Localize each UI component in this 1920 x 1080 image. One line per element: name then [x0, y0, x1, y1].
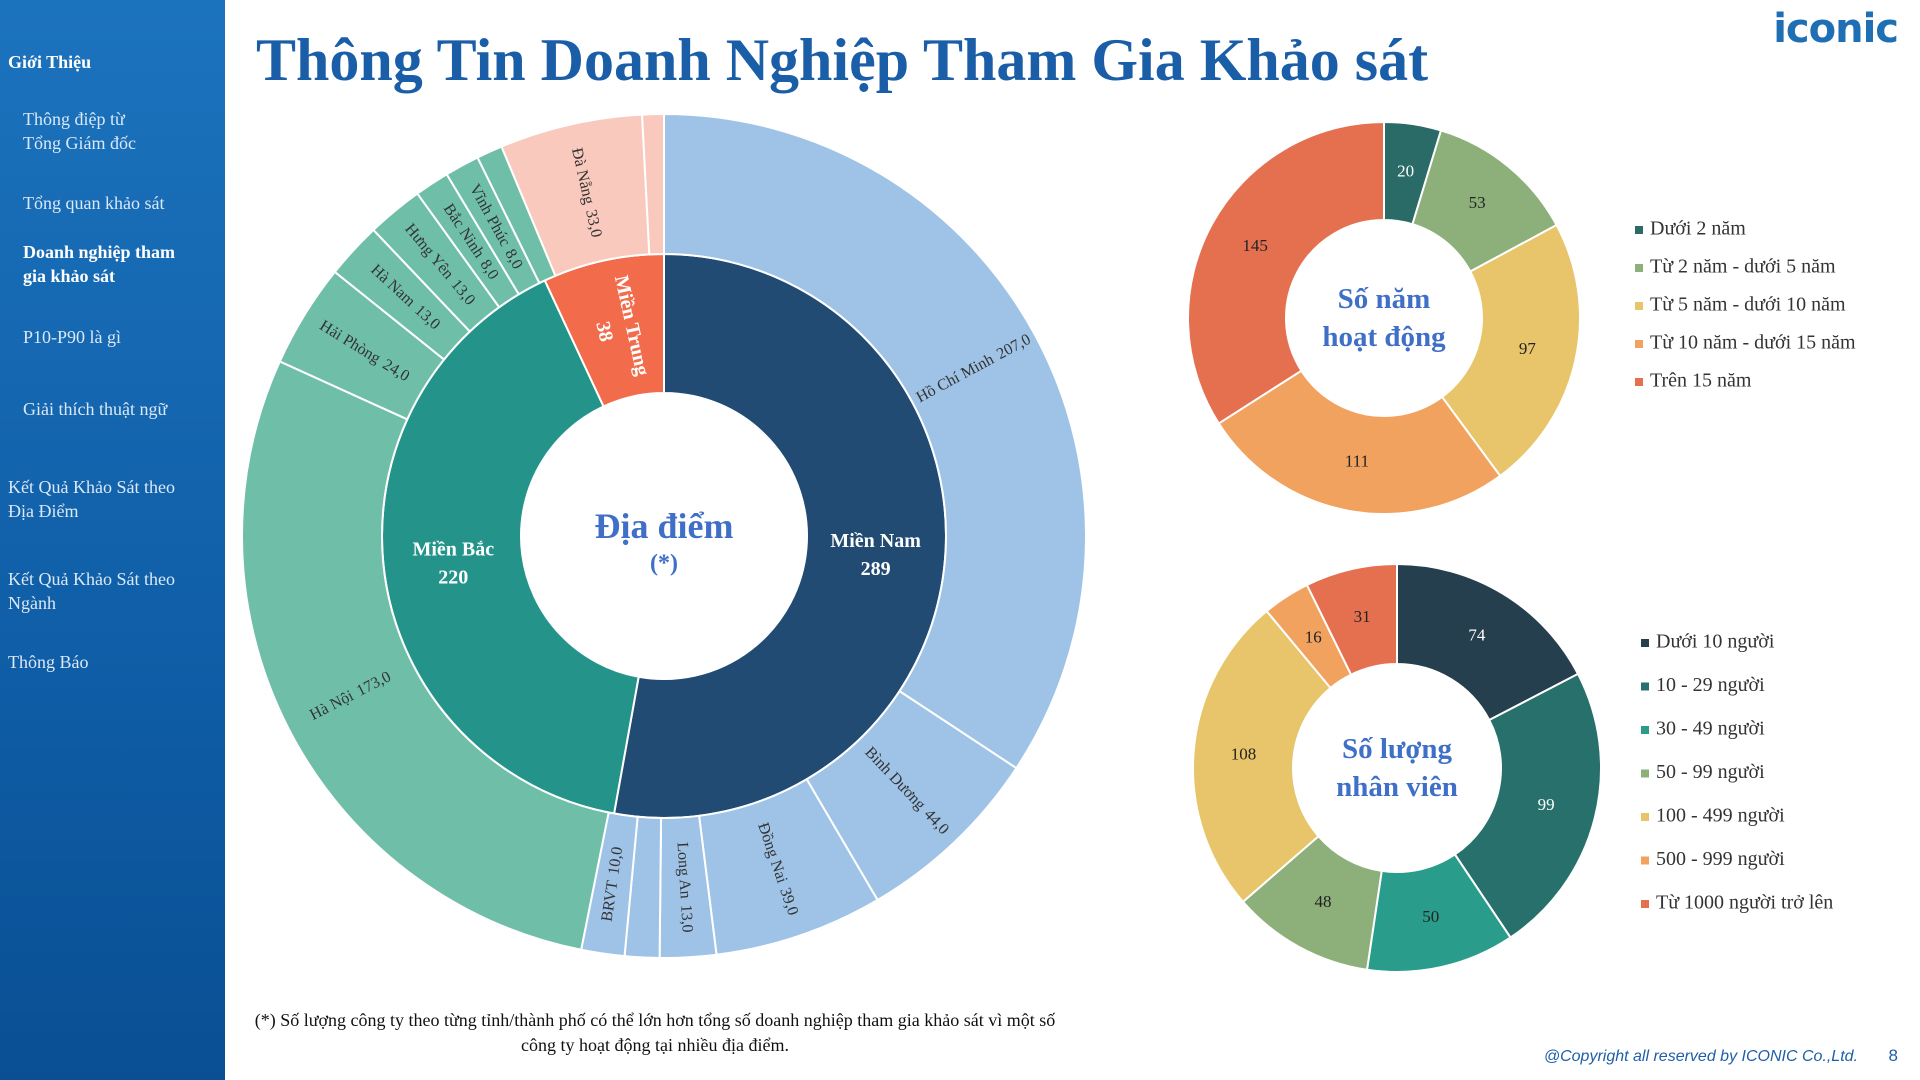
segment-value: 33,0: [582, 208, 605, 239]
segment-value: 38: [592, 319, 618, 343]
center-title: Số năm hoạt động: [1322, 283, 1446, 353]
legend-marker: [1641, 639, 1649, 647]
legend-label: Từ 1000 người trở lên: [1656, 892, 1833, 914]
donut-segment: [1187, 120, 1385, 425]
page-number: 8: [1888, 1046, 1898, 1065]
segment-name: BRVT: [598, 879, 621, 923]
nav-item[interactable]: Tổng quan khảo sát: [23, 193, 165, 213]
legend-marker: [1635, 264, 1643, 272]
data-label: 16: [1305, 628, 1322, 647]
legend-marker: [1641, 769, 1649, 778]
data-label: 50: [1422, 907, 1439, 926]
segment-value: 10,0: [605, 846, 626, 876]
nav-item[interactable]: Kết Quả Khảo Sát theo Ngành: [8, 569, 175, 613]
segment-value: 220: [438, 566, 468, 588]
legend-label: Từ 5 năm - dưới 10 năm: [1650, 294, 1846, 316]
donut-segment: [1440, 223, 1581, 478]
legend-marker: [1641, 856, 1649, 865]
legend-label: 500 - 999 người: [1656, 848, 1785, 870]
legend-marker: [1641, 682, 1649, 691]
data-label: 53: [1469, 193, 1486, 212]
logo: iconic: [1773, 6, 1899, 52]
legend-label: Dưới 2 năm: [1650, 218, 1746, 240]
segment-label: BRVT 10,0: [598, 846, 626, 923]
data-label: 145: [1242, 236, 1268, 255]
legend-marker: [1641, 813, 1649, 821]
sunburst-segment: [641, 112, 665, 256]
data-label: 97: [1519, 339, 1537, 358]
legend-marker: [1641, 900, 1649, 908]
data-label: 48: [1314, 892, 1331, 911]
donut-segment: [1453, 672, 1602, 939]
data-label: 74: [1468, 625, 1486, 644]
data-label: 31: [1354, 607, 1371, 626]
donut-segment: [1305, 562, 1398, 677]
data-label: 108: [1231, 744, 1257, 763]
center-title: Địa điểm: [594, 506, 734, 546]
legend-label: Trên 15 năm: [1650, 370, 1752, 392]
segment-value: 13,0: [677, 904, 696, 933]
segment-label: Long An 13,0: [674, 842, 696, 933]
legend-label: 100 - 499 người: [1656, 805, 1785, 827]
nav-item[interactable]: Giới Thiệu: [8, 52, 92, 72]
sunburst-segment: [663, 112, 1087, 770]
legend-marker: [1641, 726, 1649, 734]
nav-item[interactable]: Giải thích thuật ngữ: [23, 399, 168, 419]
page-title: Thông Tin Doanh Nghiệp Tham Gia Khảo sát: [256, 27, 1429, 93]
legend-label: 50 - 99 người: [1656, 761, 1765, 783]
donut-segment: [1396, 562, 1580, 722]
legend-marker: [1635, 302, 1643, 310]
donut-segment: [1217, 369, 1502, 515]
sunburst-segment: [241, 360, 610, 951]
data-label: 111: [1345, 451, 1369, 470]
legend-label: 10 - 29 người: [1656, 674, 1765, 696]
nav-item[interactable]: Kết Quả Khảo Sát theo Địa Điểm: [8, 477, 175, 521]
legend-label: Dưới 10 người: [1656, 631, 1775, 653]
center-subtitle: (*): [650, 550, 678, 577]
legend-label: 30 - 49 người: [1656, 718, 1765, 740]
legend-marker: [1635, 340, 1643, 348]
segment-label: Miền Nam 289: [830, 529, 921, 579]
legend-label: Từ 10 năm - dưới 15 năm: [1650, 332, 1856, 354]
data-label: 20: [1397, 162, 1414, 181]
nav-item[interactable]: Thông điệp từ Tổng Giám đốc: [23, 109, 136, 153]
nav-item[interactable]: Thông Báo: [8, 652, 89, 672]
segment-name: Miền Nam: [830, 529, 921, 551]
segment-label: Miền Bắc 220: [412, 538, 494, 588]
legend-marker: [1635, 226, 1643, 234]
segment-name: Miền Bắc: [412, 538, 494, 560]
footnote: (*) Số lượng công ty theo từng tỉnh/thàn…: [254, 1010, 1056, 1055]
segment-name: Long An: [674, 842, 694, 899]
center-title: Số lượng nhân viên: [1336, 733, 1458, 803]
legend-marker: [1635, 378, 1643, 386]
sidebar: Giới Thiệu Thông điệp từ Tổng Giám đốc Tổn…: [0, 0, 225, 1080]
nav-item[interactable]: Doanh nghiệp tham gia khảo sát: [23, 242, 176, 286]
data-label: 99: [1538, 795, 1555, 814]
copyright: @Copyright all reserved by ICONIC Co.,Lt…: [1543, 1048, 1858, 1065]
segment-value: 289: [861, 557, 891, 579]
donut-segment: [1192, 609, 1332, 904]
legend-label: Từ 2 năm - dưới 5 năm: [1650, 256, 1836, 278]
nav-item[interactable]: P10-P90 là gì: [23, 327, 122, 347]
